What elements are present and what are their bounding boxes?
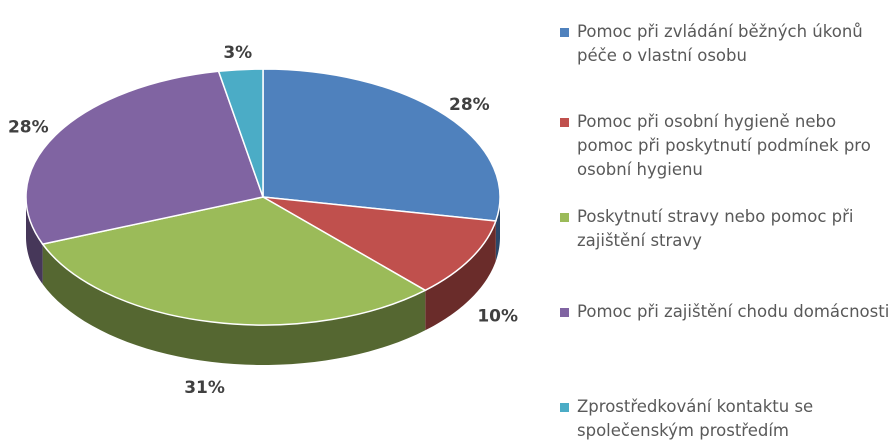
- slice: [25, 70, 264, 245]
- data-label: 3%: [223, 43, 252, 63]
- legend-swatch: [560, 118, 569, 127]
- data-label: 28%: [449, 95, 490, 115]
- data-label: 28%: [8, 117, 49, 137]
- slice: [41, 196, 427, 326]
- legend-label: Pomoc při osobní hygieně nebo pomoc při …: [577, 112, 871, 179]
- legend-swatch: [560, 308, 569, 317]
- slice-side: [425, 220, 496, 331]
- legend-swatch: [560, 28, 569, 37]
- slice: [262, 68, 501, 222]
- slice-side: [42, 244, 426, 365]
- legend-swatch: [560, 213, 569, 222]
- slice-side: [495, 197, 500, 261]
- legend-label: Poskytnutí stravy nebo pomoc při zajiště…: [577, 207, 854, 250]
- data-label: 31%: [184, 378, 225, 398]
- legend-label: Pomoc při zajištění chodu domácnosti: [577, 302, 890, 321]
- legend-item: Poskytnutí stravy nebo pomoc při zajiště…: [560, 205, 893, 253]
- legend-item: Zprostředkování kontaktu se společenským…: [560, 395, 893, 441]
- legend-label: Pomoc při zvládání běžných úkonů péče o …: [577, 22, 863, 65]
- slice: [217, 68, 264, 198]
- slice-side: [26, 197, 43, 285]
- legend-swatch: [560, 403, 569, 412]
- legend-label: Zprostředkování kontaktu se společenským…: [577, 397, 814, 440]
- legend-item: Pomoc při osobní hygieně nebo pomoc při …: [560, 110, 893, 182]
- data-label: 10%: [477, 307, 518, 327]
- slice: [262, 196, 497, 292]
- legend-item: Pomoc při zajištění chodu domácnosti: [560, 300, 893, 324]
- legend-item: Pomoc při zvládání běžných úkonů péče o …: [560, 20, 893, 68]
